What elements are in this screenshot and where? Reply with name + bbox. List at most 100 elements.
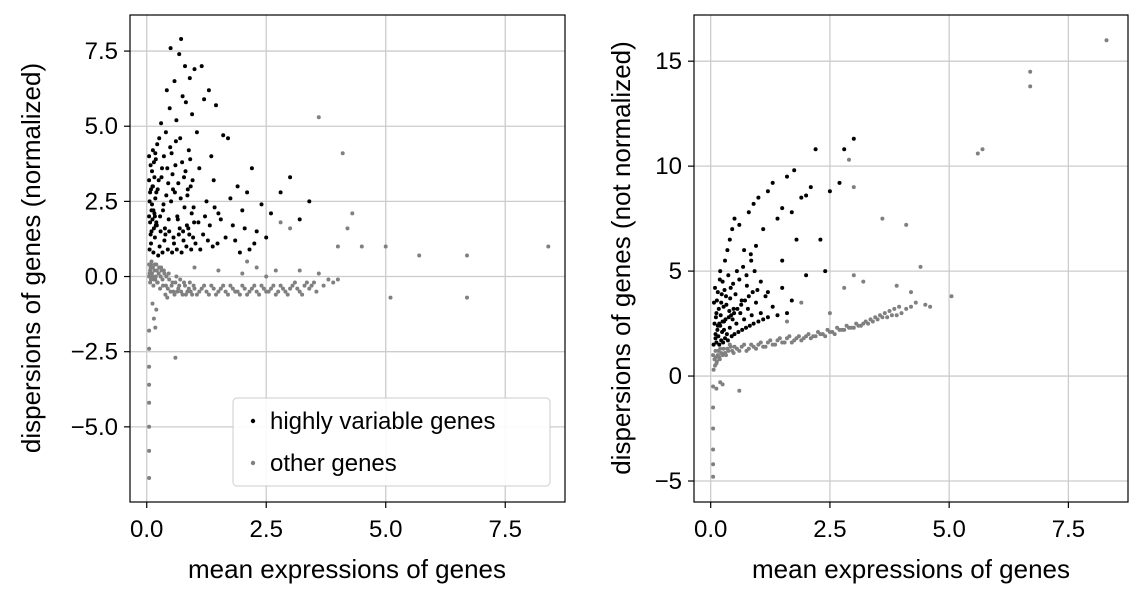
right-point-highly-variable (804, 193, 809, 198)
right-point-highly-variable (741, 264, 746, 269)
left-point-highly-variable (151, 208, 156, 213)
right-point-other (839, 327, 844, 332)
right-point-highly-variable (730, 227, 735, 232)
right-point-highly-variable (780, 206, 785, 211)
right-point-highly-variable (727, 325, 732, 330)
left-y-axis-label: dispersions of genes (normalized) (16, 63, 46, 453)
right-point-highly-variable (728, 296, 733, 301)
left-point-highly-variable (254, 229, 259, 234)
right-point-highly-variable (742, 248, 747, 253)
left-point-other (269, 286, 273, 291)
right-point-other (849, 325, 854, 330)
right-point-highly-variable (744, 273, 749, 278)
right-point-highly-variable (756, 195, 761, 200)
left-points (147, 37, 551, 480)
right-point-other (737, 388, 742, 393)
left-point-other (150, 274, 155, 279)
legend-label-highly-variable: highly variable genes (270, 408, 495, 435)
left-point-highly-variable (177, 52, 182, 57)
right-point-other (880, 216, 885, 221)
left-point-other (161, 283, 165, 288)
right-point-highly-variable (725, 248, 730, 253)
right-point-other (773, 342, 778, 347)
right-point-highly-variable (734, 321, 739, 326)
right-point-other (847, 157, 851, 162)
left-y-tick-label: −5.0 (71, 414, 118, 441)
right-point-other (899, 311, 904, 316)
left-point-highly-variable (209, 154, 214, 159)
right-point-other (892, 306, 897, 311)
left-point-highly-variable (163, 232, 168, 237)
left-point-other (312, 280, 316, 285)
right-point-highly-variable (714, 311, 719, 316)
right-y-tick-label: −5 (655, 468, 682, 495)
left-point-other (157, 265, 162, 270)
left-point-other (186, 286, 191, 291)
left-point-other (226, 292, 230, 297)
right-point-highly-variable (732, 311, 737, 316)
right-point-highly-variable (727, 237, 732, 242)
right-point-highly-variable (728, 285, 733, 290)
right-point-other (801, 336, 806, 341)
right-point-other (861, 279, 866, 284)
left-axes-frame (129, 14, 566, 503)
left-point-other (245, 292, 250, 297)
left-point-other (149, 277, 153, 282)
right-point-highly-variable (736, 330, 741, 334)
left-point-highly-variable (169, 199, 174, 204)
right-point-other (863, 319, 868, 324)
left-point-highly-variable (157, 244, 162, 249)
left-point-other (159, 268, 164, 273)
left-point-highly-variable (174, 247, 179, 252)
left-point-highly-variable (147, 199, 152, 204)
left-point-other (177, 283, 182, 288)
left-point-other (209, 283, 214, 288)
left-point-other (281, 286, 285, 291)
left-point-other (174, 274, 179, 279)
left-point-other (147, 424, 152, 429)
left-point-other (170, 280, 175, 285)
right-point-other (913, 300, 918, 305)
left-point-other (178, 277, 183, 282)
left-point-highly-variable (177, 226, 182, 231)
left-point-other (257, 292, 262, 297)
right-point-highly-variable (758, 279, 763, 284)
right-point-highly-variable (720, 319, 725, 324)
left-point-highly-variable (205, 238, 210, 243)
left-point-highly-variable (215, 241, 220, 246)
left-point-other (335, 277, 340, 282)
left-point-highly-variable (180, 160, 185, 165)
right-point-highly-variable (713, 336, 718, 341)
left-point-highly-variable (183, 64, 187, 69)
left-point-highly-variable (169, 151, 174, 156)
left-point-highly-variable (148, 190, 153, 195)
right-y-axis-label: dispersions of genes (not normalized) (606, 41, 636, 475)
legend-box (232, 397, 551, 487)
right-point-highly-variable (740, 327, 745, 332)
left-point-highly-variable (158, 214, 163, 219)
left-point-other (233, 289, 238, 294)
left-point-other (173, 280, 178, 285)
left-point-highly-variable (175, 217, 180, 222)
right-axes-frame (693, 14, 1129, 503)
right-point-highly-variable (738, 311, 743, 316)
right-point-highly-variable (785, 174, 789, 179)
right-point-highly-variable (716, 334, 721, 339)
left-point-other (297, 289, 302, 294)
right-point-highly-variable (718, 313, 723, 318)
left-point-highly-variable (161, 208, 165, 213)
left-point-highly-variable (178, 136, 183, 141)
right-point-other (878, 313, 882, 318)
right-ticks: 0.0 2.5 5.0 7.5 −5 0 5 10 15 (655, 48, 1085, 543)
left-point-highly-variable (187, 232, 192, 237)
right-point-other (717, 357, 722, 362)
right-point-highly-variable (732, 332, 737, 337)
left-point-highly-variable (288, 175, 293, 180)
left-point-highly-variable (147, 214, 152, 219)
left-point-other (223, 289, 228, 294)
left-point-highly-variable (184, 223, 189, 228)
right-point-highly-variable (737, 222, 742, 227)
right-point-highly-variable (724, 332, 729, 337)
right-point-highly-variable (729, 313, 734, 318)
right-y-tick-label: 0 (669, 363, 682, 390)
